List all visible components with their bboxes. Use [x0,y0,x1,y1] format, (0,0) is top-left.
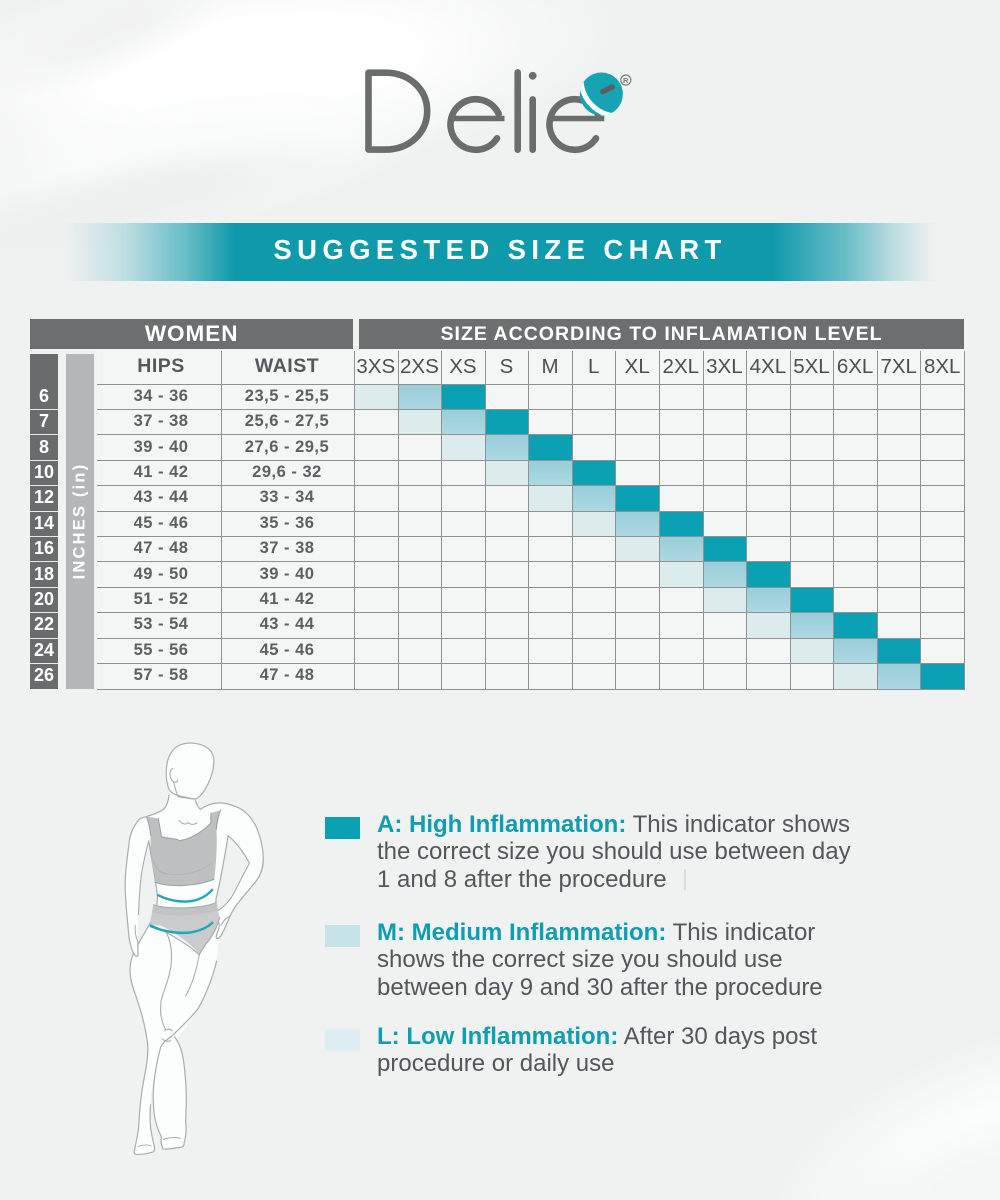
svg-text:R: R [623,76,629,85]
